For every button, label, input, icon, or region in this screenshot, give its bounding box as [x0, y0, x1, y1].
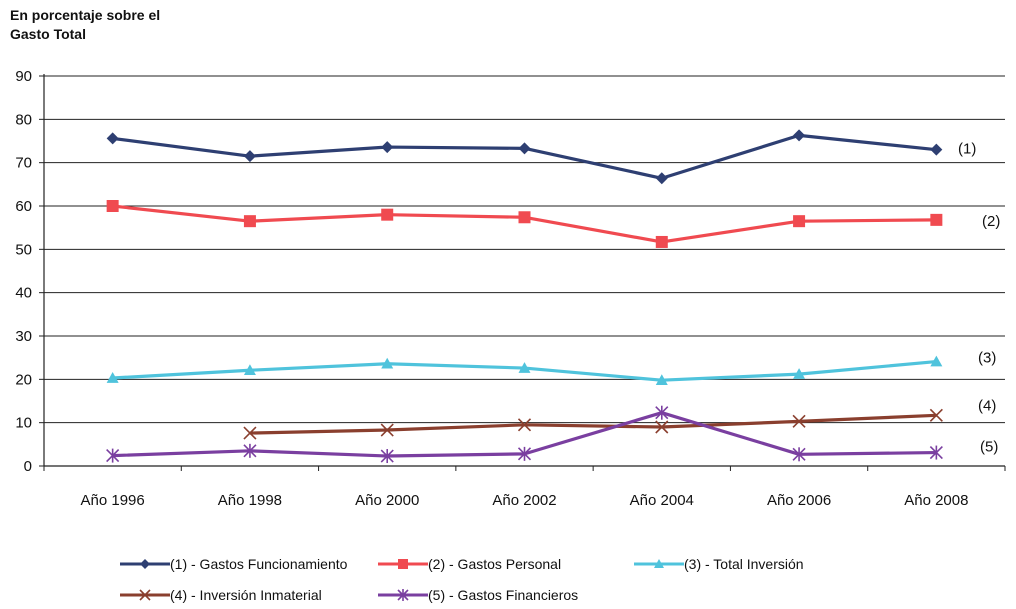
series-4-point-6	[792, 414, 806, 428]
series-5-point-4	[517, 446, 532, 461]
y-tick-label-90: 90	[15, 68, 32, 85]
series-2-point-2	[243, 215, 256, 228]
series-3-point-6	[793, 368, 806, 379]
series-3-point-4	[518, 362, 531, 373]
series-3-point-1	[106, 372, 119, 383]
series-5-point-5	[655, 405, 669, 420]
series-4-line	[249, 413, 937, 435]
x-tick-label-3: Año 2000	[355, 492, 419, 509]
x-tick-label-1: Año 1996	[81, 492, 145, 509]
series-4-point-2	[243, 426, 257, 440]
series-1-point-7	[930, 143, 943, 156]
series-5-point-3	[380, 449, 394, 464]
y-tick-label-50: 50	[15, 241, 32, 258]
series-5-point-2	[243, 443, 257, 458]
series-3-point-2	[243, 364, 256, 376]
series-2-point-3	[381, 208, 394, 221]
y-tick-label-40: 40	[15, 285, 32, 302]
y-tick-label-70: 70	[15, 155, 32, 172]
series-2-point-6	[793, 215, 806, 228]
series-2-point-5	[655, 235, 668, 248]
series-3-end-label: (3)	[978, 350, 996, 367]
x-tick-label-6: Año 2006	[767, 492, 831, 509]
y-tick-label-20: 20	[15, 371, 32, 388]
y-tick-label-10: 10	[15, 415, 32, 432]
series-1-point-4	[518, 142, 531, 155]
x-tick-label-4: Año 2002	[492, 492, 556, 509]
x-tick-label-5: Año 2004	[630, 492, 694, 509]
series-1-point-6	[793, 129, 806, 142]
series-5-point-7	[929, 445, 943, 460]
series-2-end-label: (2)	[982, 213, 1000, 230]
y-tick-label-30: 30	[15, 328, 32, 345]
series-2-point-1	[106, 200, 119, 212]
series-1-end-label: (1)	[958, 141, 976, 158]
series-4-point-7	[929, 408, 943, 422]
y-axis-title-line-2: Gasto Total	[10, 26, 86, 42]
series-3-point-5	[655, 374, 668, 385]
series-3-point-3	[381, 357, 394, 369]
series-4-point-4	[517, 418, 532, 432]
series-2-point-7	[930, 213, 943, 226]
series-4-point-5	[655, 420, 669, 434]
series-1-point-2	[243, 150, 256, 163]
series-4-point-3	[380, 423, 394, 437]
y-axis-title-line-1: En porcentaje sobre el	[10, 7, 161, 23]
y-axis-title: En porcentaje sobre el Gasto Total	[10, 6, 230, 44]
series-5-end-label: (5)	[980, 439, 998, 456]
x-tick-label-7: Año 2008	[904, 492, 968, 509]
series-4-end-label: (4)	[978, 397, 996, 414]
x-tick-label-2: Año 1998	[218, 492, 282, 509]
series-1-point-1	[106, 132, 119, 145]
series-2-point-4	[518, 211, 531, 224]
y-tick-label-0: 0	[24, 458, 32, 475]
series-1-point-5	[655, 172, 668, 185]
series-3-point-7	[930, 355, 943, 367]
series-1-point-3	[381, 141, 394, 154]
series-5-point-1	[106, 448, 120, 463]
series-1-line	[112, 133, 937, 180]
series-5-point-6	[792, 447, 806, 462]
y-tick-label-80: 80	[15, 111, 32, 128]
y-tick-label-60: 60	[15, 198, 32, 215]
